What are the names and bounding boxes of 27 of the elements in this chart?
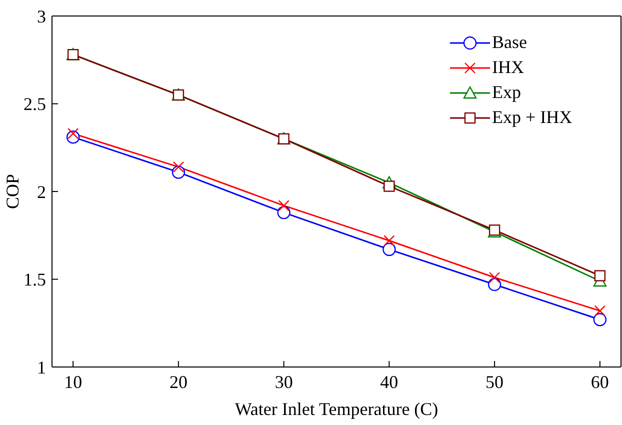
legend-label: Exp <box>492 82 521 103</box>
point <box>67 128 79 140</box>
y-tick-label: 2 <box>37 182 46 202</box>
legend-label: Exp + IHX <box>492 107 572 128</box>
y-tick-label: 1.5 <box>24 270 46 290</box>
point <box>382 242 396 256</box>
point <box>593 313 607 326</box>
point <box>172 161 184 173</box>
point <box>488 272 500 284</box>
point <box>384 235 395 246</box>
x-tick-label: 40 <box>380 372 398 392</box>
legend-label: IHX <box>492 57 524 78</box>
point <box>384 180 395 192</box>
y-tick-label: 2.5 <box>24 94 46 114</box>
y-tick-label: 3 <box>37 6 46 26</box>
point <box>278 200 290 212</box>
point <box>594 270 606 282</box>
y-tick-label: 1 <box>37 357 46 378</box>
x-axis-title: Water Inlet Temperature (C) <box>234 399 438 419</box>
x-tick-label: 20 <box>169 372 188 392</box>
y-axis-title: COP <box>2 174 22 210</box>
x-tick-label: 30 <box>274 372 293 392</box>
legend-label: Base <box>492 32 527 53</box>
x-tick-label: 50 <box>486 372 504 392</box>
x-tick-label: 60 <box>590 372 609 392</box>
point <box>594 305 606 316</box>
x-tick-label: 10 <box>64 372 82 392</box>
